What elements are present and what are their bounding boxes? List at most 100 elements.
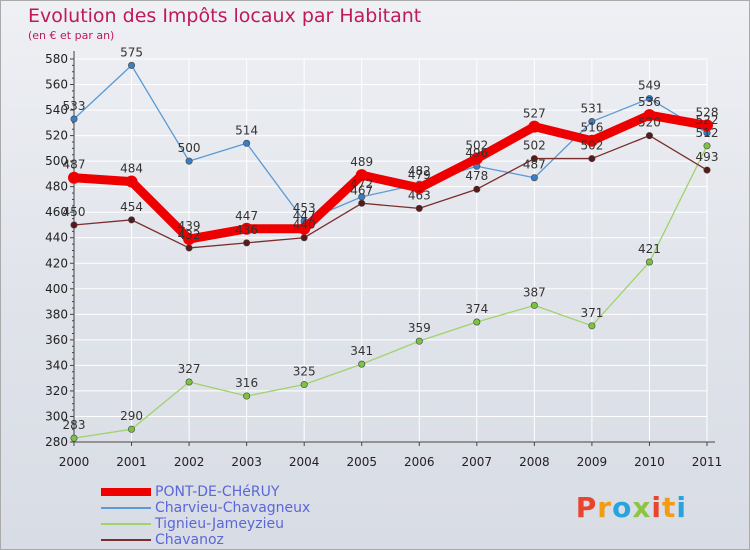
legend-label: Charvieu-Chavagneux bbox=[155, 500, 311, 516]
y-tick-label: 300 bbox=[45, 409, 68, 423]
data-label: 487 bbox=[63, 158, 86, 172]
data-label: 447 bbox=[235, 209, 258, 223]
y-tick-label: 460 bbox=[45, 205, 68, 219]
y-tick-label: 380 bbox=[45, 307, 68, 321]
data-point bbox=[473, 185, 481, 193]
legend-swatch bbox=[101, 507, 151, 509]
legend-label: PONT-DE-CHéRUY bbox=[155, 484, 280, 500]
data-label: 453 bbox=[293, 201, 316, 215]
data-point bbox=[300, 381, 308, 389]
data-point bbox=[358, 199, 366, 207]
data-label: 500 bbox=[178, 141, 201, 155]
x-tick-label: 2006 bbox=[404, 455, 435, 469]
x-tick-label: 2002 bbox=[174, 455, 205, 469]
data-point bbox=[473, 318, 481, 326]
data-label: 502 bbox=[465, 139, 488, 153]
data-label: 436 bbox=[235, 223, 258, 237]
legend-item: Tignieu-Jameyzieu bbox=[101, 516, 310, 532]
data-point bbox=[588, 322, 596, 330]
data-point bbox=[585, 134, 598, 147]
y-tick-label: 440 bbox=[45, 231, 68, 245]
data-point bbox=[703, 142, 711, 150]
data-label: 478 bbox=[465, 169, 488, 183]
data-label: 440 bbox=[293, 218, 316, 232]
data-point bbox=[243, 239, 251, 247]
y-tick-label: 280 bbox=[45, 435, 68, 449]
data-point bbox=[70, 115, 78, 123]
data-point bbox=[415, 337, 423, 345]
x-tick-label: 2004 bbox=[289, 455, 320, 469]
data-label: 533 bbox=[63, 99, 86, 113]
data-label: 450 bbox=[63, 205, 86, 219]
data-point bbox=[243, 139, 251, 147]
data-label: 502 bbox=[523, 139, 546, 153]
legend-item: PONT-DE-CHéRUY bbox=[101, 484, 310, 500]
data-point bbox=[298, 222, 311, 235]
logo-letter: i bbox=[651, 491, 662, 524]
data-point bbox=[355, 169, 368, 182]
data-label: 454 bbox=[120, 200, 143, 214]
series-line bbox=[73, 145, 708, 439]
data-point bbox=[530, 155, 538, 163]
data-point bbox=[645, 258, 653, 266]
data-label: 421 bbox=[638, 242, 661, 256]
y-tick-label: 320 bbox=[45, 384, 68, 398]
data-label: 371 bbox=[580, 306, 603, 320]
y-tick-label: 400 bbox=[45, 282, 68, 296]
y-tick-label: 480 bbox=[45, 180, 68, 194]
series-line bbox=[73, 64, 708, 222]
chart-title: Evolution des Impôts locaux par Habitant bbox=[28, 5, 422, 27]
data-point bbox=[703, 166, 711, 174]
data-label: 528 bbox=[696, 105, 719, 119]
data-label: 327 bbox=[178, 362, 201, 376]
data-label: 493 bbox=[696, 150, 719, 164]
data-label: 484 bbox=[120, 162, 143, 176]
data-point bbox=[413, 181, 426, 194]
data-label: 374 bbox=[465, 302, 488, 316]
data-point bbox=[530, 301, 538, 309]
data-point bbox=[528, 120, 541, 133]
logo-letter: x bbox=[632, 491, 652, 524]
data-label: 447 bbox=[293, 209, 316, 223]
x-tick-label: 2008 bbox=[519, 455, 550, 469]
logo-letter: o bbox=[612, 491, 633, 524]
y-tick-label: 420 bbox=[45, 256, 68, 270]
data-point bbox=[645, 95, 653, 103]
legend-swatch bbox=[101, 523, 151, 525]
data-point bbox=[588, 118, 596, 126]
data-label: 527 bbox=[523, 107, 546, 121]
data-label: 387 bbox=[523, 285, 546, 299]
x-tick-label: 2010 bbox=[634, 455, 665, 469]
data-label: 575 bbox=[120, 45, 143, 59]
data-point bbox=[470, 152, 483, 165]
legend-item: Charvieu-Chavagneux bbox=[101, 500, 310, 516]
chart-subtitle: (en € et par an) bbox=[28, 29, 115, 42]
data-point bbox=[701, 119, 713, 132]
data-label: 512 bbox=[696, 126, 719, 140]
logo-letter: i bbox=[676, 491, 687, 524]
x-tick-label: 2003 bbox=[231, 455, 262, 469]
data-point bbox=[645, 132, 653, 140]
data-label: 290 bbox=[120, 409, 143, 423]
data-label: 531 bbox=[580, 102, 603, 116]
y-tick-label: 560 bbox=[45, 78, 68, 92]
legend-label: Tignieu-Jameyzieu bbox=[155, 516, 284, 532]
data-point bbox=[183, 233, 196, 246]
y-tick-label: 340 bbox=[45, 358, 68, 372]
data-point bbox=[70, 434, 78, 442]
y-tick-label: 500 bbox=[45, 154, 68, 168]
logo-letter: r bbox=[597, 491, 613, 524]
y-tick-label: 360 bbox=[45, 333, 68, 347]
data-point bbox=[300, 234, 308, 242]
x-tick-label: 2005 bbox=[346, 455, 377, 469]
data-label: 502 bbox=[580, 139, 603, 153]
data-point bbox=[125, 175, 138, 188]
data-label: 549 bbox=[638, 79, 661, 93]
legend-item: Chavanoz bbox=[101, 532, 310, 548]
data-label: 487 bbox=[523, 158, 546, 172]
data-point bbox=[358, 360, 366, 368]
data-label: 325 bbox=[293, 365, 316, 379]
data-label: 359 bbox=[408, 321, 431, 335]
x-tick-label: 2001 bbox=[116, 455, 147, 469]
